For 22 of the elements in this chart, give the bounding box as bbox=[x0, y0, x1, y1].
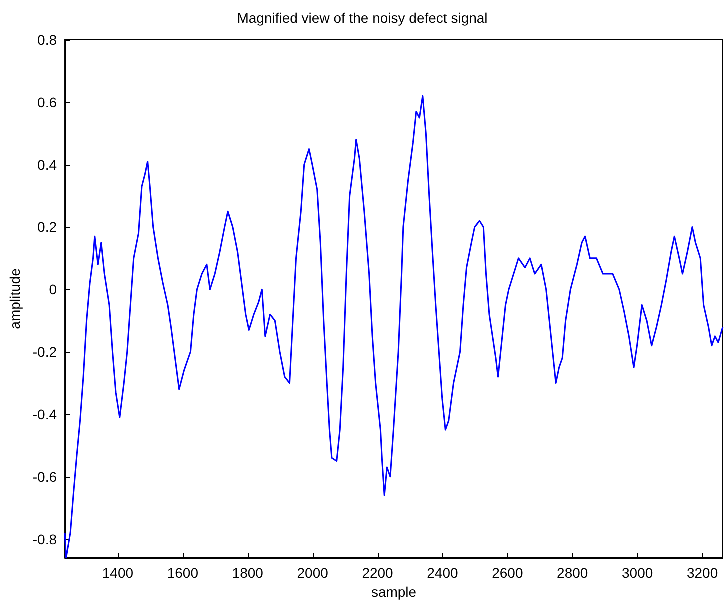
y-tick-label: -0.6 bbox=[32, 468, 58, 485]
x-tick-label: 1600 bbox=[167, 565, 199, 581]
x-tick-label: 1400 bbox=[102, 565, 134, 581]
x-tick-label: 2600 bbox=[492, 565, 524, 581]
x-tick-label: 2000 bbox=[297, 565, 329, 581]
x-tick-label: 3200 bbox=[686, 565, 718, 581]
chart-title: Magnified view of the noisy defect signal bbox=[237, 10, 488, 26]
x-tick-label: 2200 bbox=[362, 565, 394, 581]
x-tick-label: 2800 bbox=[557, 565, 588, 581]
y-tick-label: 0.4 bbox=[38, 156, 58, 173]
y-tick-label: 0.2 bbox=[38, 219, 58, 236]
x-tick-label: 2400 bbox=[427, 565, 459, 581]
y-tick-label: -0.8 bbox=[32, 531, 58, 548]
x-tick-label: 1800 bbox=[232, 565, 264, 581]
x-axis-title: sample bbox=[371, 584, 417, 600]
y-axis-title: amplitude bbox=[7, 268, 23, 330]
y-tick-label: -0.2 bbox=[32, 344, 58, 360]
y-tick-label: -0.4 bbox=[32, 406, 58, 422]
y-tick-label: 0.6 bbox=[38, 94, 58, 110]
x-tick-label: 3000 bbox=[622, 565, 654, 581]
y-tick-label: 0 bbox=[49, 282, 58, 298]
y-tick-label: 0.8 bbox=[38, 32, 58, 48]
